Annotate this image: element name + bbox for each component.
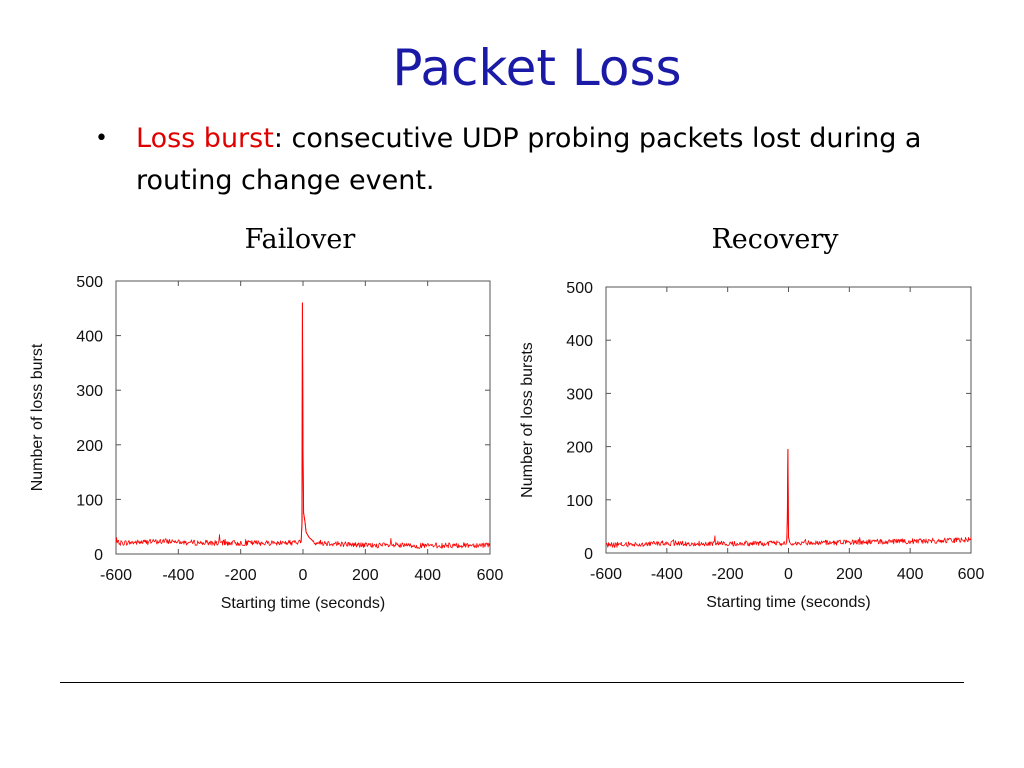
x-tick-label: 200 [352,567,379,584]
x-tick-label: 0 [784,566,793,583]
x-tick-label: 400 [414,567,441,584]
y-tick-label: 0 [94,547,103,564]
x-tick-label: 600 [958,566,985,583]
y-tick-label: 300 [566,386,593,403]
bullet-term: Loss burst [136,123,274,154]
bullet-dot: • [95,126,108,151]
x-tick-label: 400 [897,566,924,583]
y-tick-label: 500 [566,280,593,297]
series-spike [786,449,791,543]
recovery-chart: 0 100 200 300 400 500 -600 -400 -200 0 200 400 600 St… [519,280,985,611]
x-axis-label: Starting time (seconds) [706,594,871,611]
y-tick-label: 100 [566,493,593,510]
y-axis-label: Number of loss bursts [519,342,536,498]
y-tick-label: 200 [76,438,103,455]
x-tick-label: -600 [100,567,132,584]
slide-title: Packet Loss [392,39,682,97]
y-tick-label: 300 [76,383,103,400]
y-tick-label: 400 [566,333,593,350]
x-tick-label: -200 [225,567,257,584]
footer-divider [60,682,964,683]
y-axis-label: Number of loss burst [29,343,46,491]
x-tick-label: -400 [651,566,683,583]
bullet-item: • Loss burst: consecutive UDP probing pa… [95,118,955,202]
x-tick-label: 200 [836,566,863,583]
bullet-text: Loss burst: consecutive UDP probing pack… [136,118,955,202]
x-axis-label: Starting time (seconds) [221,595,386,612]
y-tick-label: 0 [584,546,593,563]
x-tick-label: 0 [299,567,308,584]
failover-chart: 0 100 200 300 400 500 -600 -400 -200 0 200 400 600 St… [29,274,504,612]
x-tick-label: -600 [590,566,622,583]
bullet-description: : consecutive UDP probing packets lost d… [136,123,922,196]
x-tick-label: -200 [712,566,744,583]
y-tick-label: 100 [76,492,103,509]
series-spike [300,302,313,543]
x-tick-label: 600 [477,567,504,584]
chart-title-failover: Failover [244,224,356,255]
y-tick-label: 200 [566,440,593,457]
y-tick-label: 400 [76,329,103,346]
x-tick-label: -400 [162,567,194,584]
y-tick-label: 500 [76,274,103,291]
chart-title-recovery: Recovery [711,224,839,255]
